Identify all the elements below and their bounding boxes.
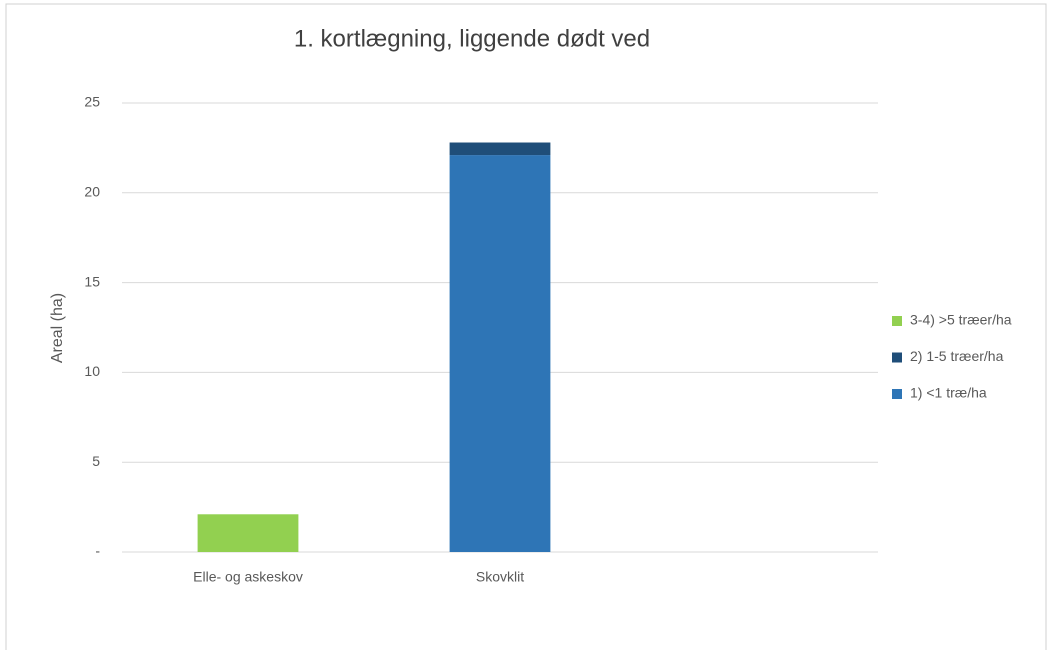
bar-segment (449, 142, 551, 156)
y-tick-label: 20 (84, 184, 100, 200)
legend-swatch (892, 352, 902, 363)
y-tick-label: 15 (84, 273, 100, 289)
y-tick-label: 5 (92, 453, 100, 469)
x-tick-label: Elle- og askeskov (193, 569, 303, 585)
chart-title: 1. kortlægning, liggende dødt ved (294, 25, 650, 52)
y-axis-label: Areal (ha) (49, 293, 66, 363)
legend-swatch (892, 316, 902, 326)
legend-label: 3-4) >5 træer/ha (910, 312, 1012, 328)
y-tick-label: 25 (84, 94, 100, 110)
y-tick-label: 10 (84, 363, 100, 379)
bar-segment (449, 155, 551, 553)
x-tick-label: Skovklit (476, 569, 524, 585)
legend-label: 2) 1-5 træer/ha (910, 348, 1004, 364)
y-tick-label: - (95, 543, 100, 559)
legend-label: 1) <1 træ/ha (910, 385, 987, 401)
legend-swatch (892, 389, 902, 399)
bar-segment (197, 514, 299, 552)
